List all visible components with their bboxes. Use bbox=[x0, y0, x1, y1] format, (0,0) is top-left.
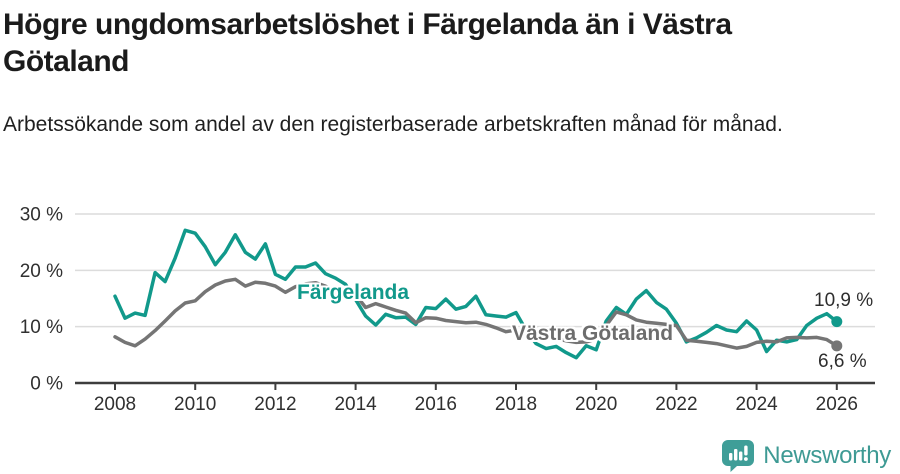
series-label-fargelanda: Färgelanda bbox=[297, 281, 410, 304]
x-axis-tick-label: 2026 bbox=[816, 394, 858, 415]
series-label-vastra-gotaland: Västra Götaland bbox=[512, 322, 674, 345]
newsworthy-wordmark: Newsworthy bbox=[763, 441, 891, 469]
x-axis-tick-label: 2024 bbox=[735, 394, 778, 415]
end-dot-fargelanda bbox=[831, 316, 843, 328]
series-line-fargelanda bbox=[113, 228, 839, 360]
x-axis-tick-label: 2016 bbox=[415, 394, 457, 415]
chart-title: Högre ungdomsarbetslöshet i Färgelanda ä… bbox=[3, 8, 732, 78]
x-axis-tick-label: 2020 bbox=[575, 394, 617, 415]
end-dot-vastra-gotaland bbox=[831, 340, 843, 352]
x-axis-tick-label: 2022 bbox=[655, 394, 697, 415]
newsworthy-icon bbox=[722, 440, 755, 472]
y-axis-tick-label: 0 % bbox=[30, 374, 63, 395]
end-value-label-vastra-gotaland: 6,6 % bbox=[818, 351, 867, 372]
y-axis-tick-label: 30 % bbox=[20, 205, 63, 226]
end-value-label-fargelanda: 10,9 % bbox=[814, 290, 874, 311]
x-axis-tick-label: 2014 bbox=[334, 394, 377, 415]
chart-subtitle: Arbetssökande som andel av den registerb… bbox=[3, 113, 783, 136]
x-axis-tick-label: 2010 bbox=[174, 394, 216, 415]
x-axis-tick-label: 2012 bbox=[254, 394, 296, 415]
x-axis-tick-label: 2008 bbox=[94, 394, 136, 415]
y-axis-tick-label: 20 % bbox=[20, 261, 63, 282]
x-axis-tick-label: 2018 bbox=[495, 394, 537, 415]
newsworthy-logo-link[interactable]: Newsworthy bbox=[721, 439, 891, 472]
series-line-vastra-gotaland bbox=[113, 277, 839, 350]
y-axis-tick-label: 10 % bbox=[20, 317, 63, 338]
